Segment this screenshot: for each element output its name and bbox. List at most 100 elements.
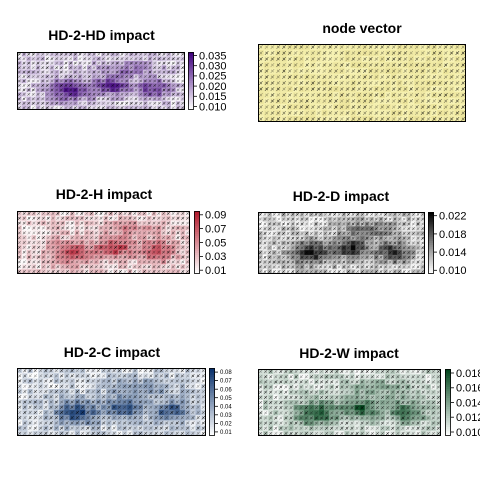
cell-glyph [176,66,180,70]
cell-glyph [96,421,101,425]
colorbar-segment [194,234,200,237]
cell-glyph [28,384,32,389]
heatmap-cell [106,430,112,436]
cell-glyph [263,260,267,264]
heatmap-cell [420,221,425,227]
heatmap-cell [415,269,421,274]
heatmap-cell [119,56,125,62]
heatmap-cell [59,399,65,405]
cell-glyph [139,97,143,101]
heatmap-cell [327,259,333,265]
colorbar-tick-label: 0.022 [439,211,467,223]
cell-glyph [87,88,91,92]
cell-glyph [171,92,175,96]
cell-glyph [137,221,142,225]
cell-glyph [416,212,420,217]
cell-glyph [32,231,36,235]
cell-glyph [416,241,420,245]
cell-glyph [69,57,73,61]
colorbar-segment [188,61,194,65]
heatmap-cell [344,44,351,51]
heatmap-cell [356,56,363,63]
cell-glyph [421,212,425,217]
cell-glyph [154,426,158,430]
cell-glyph [449,62,454,68]
cell-glyph [96,379,101,383]
cell-glyph [270,68,275,74]
cell-glyph [328,236,332,240]
cell-glyph [295,222,300,226]
cell-glyph [420,98,425,104]
cell-glyph [101,79,105,83]
cell-glyph [96,405,101,410]
cell-glyph [89,235,94,240]
heatmap-cell [74,220,80,226]
cell-glyph [64,61,68,65]
cell-glyph [148,88,152,92]
cell-glyph [31,52,35,56]
cell-glyph [104,260,108,264]
cell-glyph [305,241,309,245]
cell-glyph [426,44,431,50]
cell-glyph [282,86,286,92]
cell-glyph [339,80,344,86]
heatmap-grid [258,212,425,274]
colorbar-segment [428,214,434,217]
colorbar-tick-label: 0.07 [205,224,226,236]
heatmap-cell [151,249,157,255]
heatmap-cell [69,430,76,436]
cell-glyph [282,50,286,56]
cell-glyph [276,80,281,86]
heatmap-cell [190,409,196,416]
cell-glyph [351,227,355,231]
heatmap-cell [310,50,317,57]
heatmap-cell [397,216,403,222]
cell-glyph [318,231,323,236]
heatmap-cell [129,87,134,93]
cell-glyph [357,50,362,56]
cell-glyph [461,104,466,110]
heatmap-cell [137,409,144,416]
cell-glyph [293,110,298,116]
cell-glyph [148,52,152,56]
heatmap-cell [392,250,398,256]
heatmap-cell [281,98,288,105]
cell-glyph [357,92,362,98]
heatmap-cell [26,225,32,231]
cell-glyph [170,384,174,389]
cell-glyph [113,211,118,216]
cell-glyph [356,250,360,255]
cell-glyph [402,241,406,245]
cell-glyph [426,68,431,74]
heatmap-cell [285,245,291,251]
cell-glyph [176,250,180,254]
cell-glyph [80,410,85,415]
cell-glyph [138,426,143,430]
cell-glyph [167,83,171,88]
cell-glyph [411,250,416,255]
cell-glyph [134,70,138,74]
cell-glyph [31,66,35,70]
cell-glyph [157,216,161,220]
colorbar-segment [209,381,215,385]
cell-glyph [138,400,143,404]
cell-glyph [143,426,148,430]
cell-glyph [137,235,142,240]
heatmap-cell [414,80,421,87]
heatmap-cell [200,388,206,395]
cell-glyph [139,74,143,79]
cell-glyph [323,236,327,240]
cell-glyph [299,116,304,122]
cell-glyph [282,92,286,98]
cell-glyph [322,68,327,74]
cell-glyph [17,394,22,399]
colorbar-segment [209,420,215,423]
cell-glyph [164,384,169,389]
heatmap-cell [275,74,282,81]
heatmap-cell [174,368,181,374]
cell-glyph [161,235,166,240]
colorbar-segment [428,216,434,219]
cell-glyph [191,426,195,430]
heatmap-cell [369,240,375,246]
cell-glyph [36,235,41,240]
